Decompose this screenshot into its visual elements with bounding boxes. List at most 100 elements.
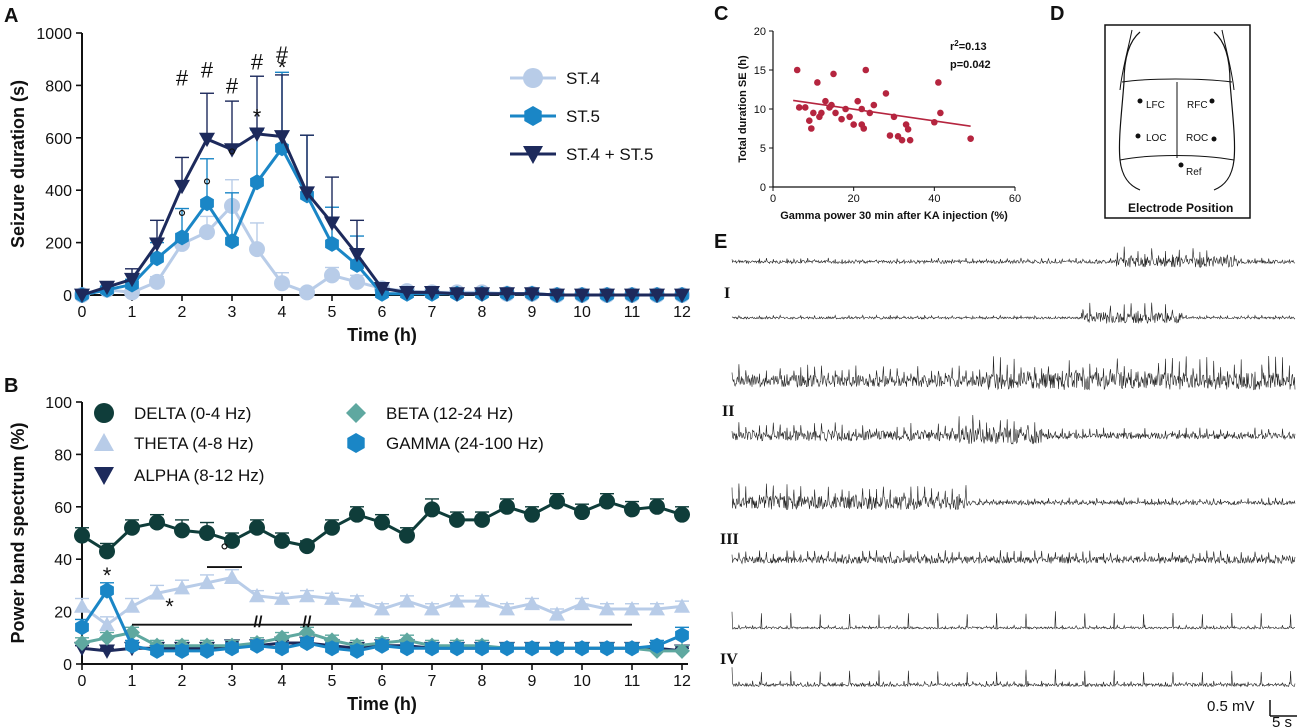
legend-marker bbox=[347, 433, 365, 453]
x-tick-label: 12 bbox=[673, 304, 691, 321]
data-point bbox=[325, 235, 339, 252]
data-point bbox=[324, 267, 340, 284]
y-tick-label: 10 bbox=[754, 104, 766, 116]
data-point bbox=[399, 593, 415, 608]
scatter-point bbox=[967, 135, 974, 142]
significance-mark: ° bbox=[220, 539, 229, 564]
electrode-title: Electrode Position bbox=[1128, 201, 1233, 215]
legend-label: THETA (4-8 Hz) bbox=[134, 434, 254, 453]
data-point bbox=[150, 250, 164, 267]
x-tick-label: 0 bbox=[770, 193, 776, 205]
data-point bbox=[450, 640, 464, 657]
electrode-label-loc: LOC bbox=[1146, 133, 1167, 144]
data-point bbox=[474, 287, 490, 302]
data-point bbox=[274, 629, 290, 646]
x-tick-label: 1 bbox=[128, 673, 137, 690]
significance-mark: * bbox=[253, 105, 262, 130]
suture-coronal bbox=[1121, 78, 1233, 83]
data-point bbox=[424, 600, 440, 616]
x-axis-label: Time (h) bbox=[347, 325, 417, 345]
scatter-point bbox=[814, 79, 821, 86]
data-point bbox=[174, 179, 190, 195]
y-tick-label: 5 bbox=[760, 143, 766, 155]
x-tick-label: 0 bbox=[78, 304, 87, 321]
stats-p-value: p=0.042 bbox=[950, 59, 991, 71]
data-point bbox=[124, 598, 140, 613]
data-point bbox=[474, 511, 490, 528]
axis-break-mark: // bbox=[254, 614, 263, 631]
data-point bbox=[74, 527, 90, 544]
data-point bbox=[250, 174, 264, 191]
scatter-point bbox=[822, 97, 829, 105]
data-point bbox=[575, 640, 589, 657]
x-tick-label: 8 bbox=[478, 673, 487, 690]
data-point bbox=[225, 640, 239, 657]
data-point bbox=[274, 130, 290, 145]
y-tick-label: 80 bbox=[54, 447, 72, 464]
legend-marker bbox=[94, 433, 114, 451]
significance-mark: ° bbox=[178, 206, 187, 231]
x-tick-label: 2 bbox=[178, 304, 187, 321]
data-point bbox=[100, 582, 114, 599]
data-point bbox=[599, 288, 615, 303]
skull-left-edge bbox=[1119, 29, 1133, 91]
x-tick-label: 9 bbox=[528, 304, 537, 321]
x-tick-label: 10 bbox=[573, 673, 591, 690]
scale-bar-mv: 0.5 mV bbox=[1207, 698, 1255, 715]
y-tick-label: 20 bbox=[754, 26, 766, 38]
legend-marker bbox=[523, 68, 543, 88]
data-point bbox=[99, 629, 115, 646]
scatter-point bbox=[793, 66, 801, 74]
y-tick-label: 100 bbox=[45, 395, 72, 412]
electrode-dot-ref bbox=[1178, 162, 1184, 168]
scatter-point bbox=[904, 125, 912, 133]
data-point bbox=[449, 593, 465, 608]
x-tick-label: 6 bbox=[378, 673, 387, 690]
data-point bbox=[425, 640, 439, 657]
y-axis-label: Seizure duration (s) bbox=[8, 80, 28, 248]
x-tick-label: 11 bbox=[624, 673, 641, 690]
data-point bbox=[499, 498, 515, 515]
scatter-point bbox=[808, 125, 815, 132]
data-point bbox=[399, 285, 415, 301]
electrode-dot-rfc bbox=[1209, 98, 1215, 104]
data-point bbox=[674, 288, 690, 303]
eeg-trace-5 bbox=[731, 483, 1296, 510]
data-point bbox=[550, 640, 564, 657]
panel-label-a: A bbox=[4, 5, 18, 27]
data-point bbox=[549, 288, 565, 303]
scatter-point bbox=[810, 109, 817, 117]
significance-mark: * bbox=[165, 594, 174, 619]
x-axis-label: Time (h) bbox=[347, 694, 417, 714]
data-point bbox=[349, 247, 365, 263]
data-point bbox=[650, 637, 664, 654]
data-point bbox=[175, 229, 189, 246]
scale-bar-s: 5 s bbox=[1272, 714, 1292, 728]
data-point bbox=[99, 616, 115, 632]
panel-label-b: B bbox=[4, 375, 18, 397]
significance-mark: # bbox=[276, 42, 289, 67]
data-point bbox=[574, 504, 590, 521]
x-tick-label: 7 bbox=[428, 673, 437, 690]
scatter-point bbox=[801, 104, 809, 111]
legend-marker bbox=[346, 403, 366, 423]
y-tick-label: 0 bbox=[760, 182, 766, 194]
data-point bbox=[299, 186, 315, 201]
data-point bbox=[299, 538, 315, 555]
legend-label: ST.5 bbox=[566, 107, 600, 126]
x-tick-label: 0 bbox=[78, 673, 87, 690]
scatter-point bbox=[838, 115, 845, 123]
data-point bbox=[124, 272, 140, 288]
regression-line bbox=[793, 99, 971, 127]
data-point bbox=[249, 519, 265, 536]
scatter-point bbox=[818, 109, 825, 117]
y-tick-label: 200 bbox=[45, 236, 72, 253]
data-point bbox=[199, 525, 215, 541]
significance-mark: # bbox=[176, 65, 189, 90]
scatter-point bbox=[854, 97, 861, 105]
data-point bbox=[349, 593, 365, 608]
electrode-label-rfc: RFC bbox=[1187, 100, 1208, 111]
